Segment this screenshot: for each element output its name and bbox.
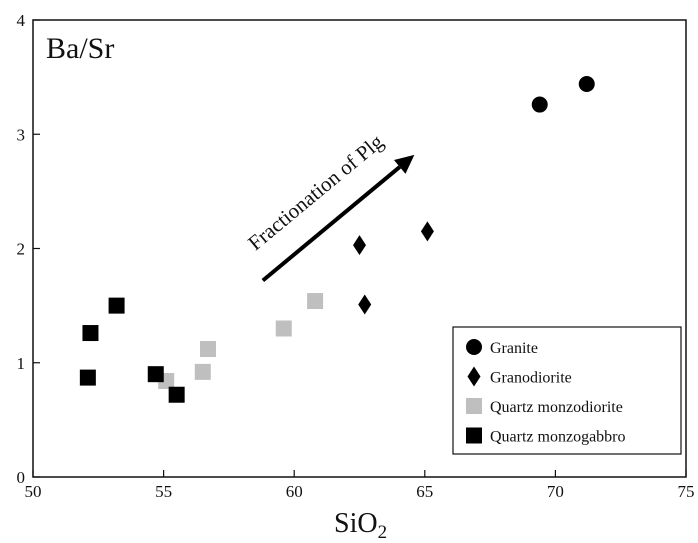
legend-quartz-monzodiorite-marker <box>466 398 482 414</box>
granodiorite-point <box>353 235 366 256</box>
x-tick-label: 70 <box>547 482 564 501</box>
data-points <box>79 75 595 403</box>
granodiorite-point <box>420 221 434 242</box>
y-tick-label: 3 <box>17 125 26 144</box>
x-axis-label: SiO2 <box>334 508 387 538</box>
legend-label: Quartz monzodiorite <box>490 399 623 416</box>
granite-point <box>578 75 595 92</box>
x-tick-label: 60 <box>286 482 303 501</box>
arrow-head <box>393 154 415 174</box>
quartz-monzodiorite-point <box>307 293 324 310</box>
legend-label: Quartz monzogabbro <box>490 429 626 446</box>
x-tick-label: 55 <box>155 482 172 501</box>
legend-box <box>452 326 682 455</box>
quartz-monzogabbro-point <box>108 297 125 314</box>
quartz-monzodiorite-point <box>275 320 292 337</box>
y-tick-label: 4 <box>17 11 26 30</box>
legend-quartz-monzogabbro-marker <box>466 427 482 444</box>
x-tick-label: 65 <box>416 482 433 501</box>
axis-ticks: 50 55 60 65 70 75 0 1 2 3 4 <box>17 11 695 501</box>
quartz-monzogabbro-point <box>168 386 185 403</box>
quartz-monzogabbro-point <box>147 366 164 383</box>
y-tick-label: 0 <box>17 468 26 487</box>
x-tick-label: 50 <box>25 482 42 501</box>
y-tick-label: 1 <box>17 354 26 373</box>
legend-label: Granite <box>490 340 538 357</box>
x-tick-label: 75 <box>678 482 695 501</box>
granodiorite-point <box>358 294 372 315</box>
quartz-monzogabbro-point <box>82 325 99 342</box>
quartz-monzodiorite-point <box>194 363 211 380</box>
y-tick-label: 2 <box>17 240 26 259</box>
legend-granite-marker <box>466 339 482 355</box>
quartz-monzodiorite-point <box>200 341 217 358</box>
granite-point <box>531 96 548 113</box>
legend: Granite Granodiorite Quartz monzodiorite Qu… <box>452 326 682 455</box>
quartz-monzogabbro-point <box>79 369 96 386</box>
legend-label: Granodiorite <box>490 370 572 387</box>
arrow-line <box>261 165 402 283</box>
panel-title: Ba/Sr <box>46 32 114 65</box>
legend-granodiorite-marker <box>467 366 481 387</box>
